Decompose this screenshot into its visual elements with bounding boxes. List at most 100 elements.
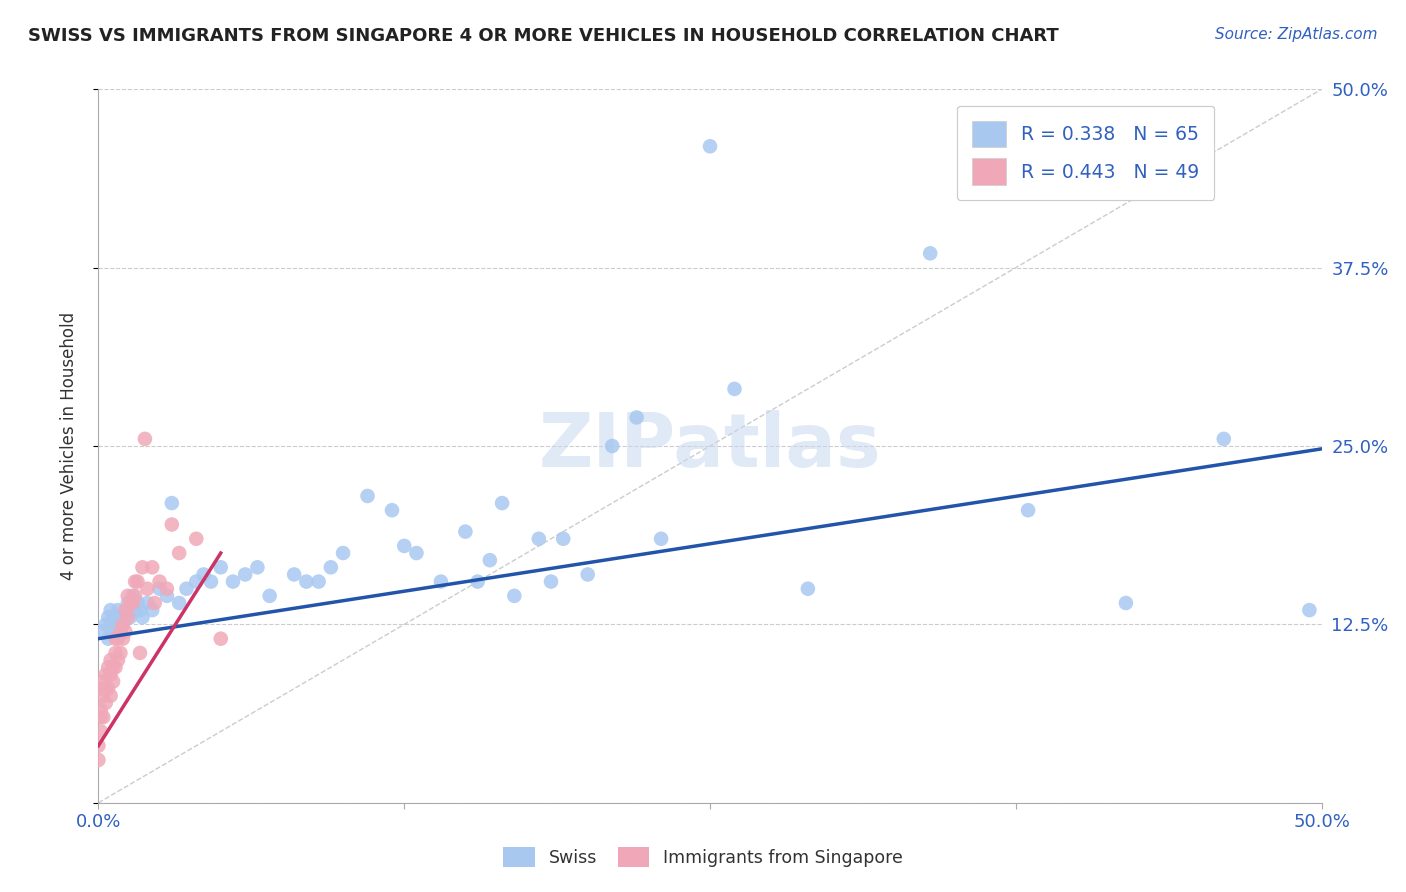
Point <box>503 589 526 603</box>
Point <box>259 589 281 603</box>
Point <box>167 546 190 560</box>
Point <box>111 617 134 632</box>
Point <box>101 610 124 624</box>
Point <box>111 632 134 646</box>
Point <box>141 560 163 574</box>
Point <box>134 432 156 446</box>
Point <box>117 596 139 610</box>
Point <box>114 603 136 617</box>
Point <box>167 596 190 610</box>
Point <box>100 667 122 681</box>
Point <box>110 646 132 660</box>
Point <box>117 610 139 624</box>
Point <box>131 560 153 574</box>
Point <box>209 560 232 574</box>
Legend: Swiss, Immigrants from Singapore: Swiss, Immigrants from Singapore <box>496 840 910 874</box>
Point <box>124 603 146 617</box>
Point <box>540 574 562 589</box>
Point <box>107 632 129 646</box>
Point <box>129 646 152 660</box>
Point <box>233 567 256 582</box>
Point <box>110 610 132 624</box>
Point <box>1017 503 1039 517</box>
Point <box>94 681 117 696</box>
Y-axis label: 4 or more Vehicles in Household: 4 or more Vehicles in Household <box>59 312 77 580</box>
Point <box>430 574 453 589</box>
Point <box>200 574 222 589</box>
Point <box>527 532 550 546</box>
Point <box>392 539 416 553</box>
Point <box>94 696 117 710</box>
Point <box>90 724 112 739</box>
Point <box>283 567 305 582</box>
Point <box>120 596 142 610</box>
Point <box>100 653 122 667</box>
Point <box>131 610 153 624</box>
Point <box>576 567 599 582</box>
Point <box>94 667 117 681</box>
Point <box>193 567 215 582</box>
Point <box>91 624 114 639</box>
Point <box>124 574 146 589</box>
Point <box>149 582 172 596</box>
Point <box>97 681 120 696</box>
Point <box>467 574 489 589</box>
Point <box>91 710 114 724</box>
Point <box>110 624 132 639</box>
Point <box>101 660 124 674</box>
Point <box>222 574 245 589</box>
Point <box>699 139 721 153</box>
Point <box>1212 432 1234 446</box>
Point <box>91 674 114 689</box>
Point <box>332 546 354 560</box>
Point <box>104 660 127 674</box>
Point <box>101 674 124 689</box>
Point <box>100 603 122 617</box>
Point <box>101 624 124 639</box>
Legend: R = 0.338   N = 65, R = 0.443   N = 49: R = 0.338 N = 65, R = 0.443 N = 49 <box>957 106 1215 200</box>
Point <box>90 703 112 717</box>
Point <box>90 710 112 724</box>
Point <box>100 689 122 703</box>
Point <box>650 532 672 546</box>
Point <box>136 582 159 596</box>
Point <box>209 632 232 646</box>
Point <box>121 589 143 603</box>
Point <box>356 489 378 503</box>
Text: SWISS VS IMMIGRANTS FROM SINGAPORE 4 OR MORE VEHICLES IN HOUSEHOLD CORRELATION C: SWISS VS IMMIGRANTS FROM SINGAPORE 4 OR … <box>28 27 1059 45</box>
Point <box>600 439 623 453</box>
Point <box>186 574 208 589</box>
Point <box>1298 603 1320 617</box>
Point <box>104 632 127 646</box>
Point <box>156 589 179 603</box>
Point <box>553 532 575 546</box>
Point <box>405 546 427 560</box>
Point <box>295 574 318 589</box>
Point <box>156 582 179 596</box>
Point <box>149 574 172 589</box>
Point <box>97 660 120 674</box>
Point <box>127 596 149 610</box>
Point <box>319 560 342 574</box>
Point <box>90 681 112 696</box>
Point <box>117 589 139 603</box>
Point <box>107 653 129 667</box>
Point <box>176 582 198 596</box>
Point <box>97 610 120 624</box>
Point <box>454 524 477 539</box>
Point <box>107 603 129 617</box>
Point <box>160 496 183 510</box>
Point <box>104 617 127 632</box>
Point <box>186 532 208 546</box>
Point <box>626 410 648 425</box>
Point <box>136 596 159 610</box>
Point <box>160 517 183 532</box>
Point <box>1115 596 1137 610</box>
Point <box>114 610 136 624</box>
Point <box>797 582 820 596</box>
Point <box>491 496 513 510</box>
Point <box>120 610 142 624</box>
Point <box>381 503 404 517</box>
Point <box>100 617 122 632</box>
Point <box>129 603 152 617</box>
